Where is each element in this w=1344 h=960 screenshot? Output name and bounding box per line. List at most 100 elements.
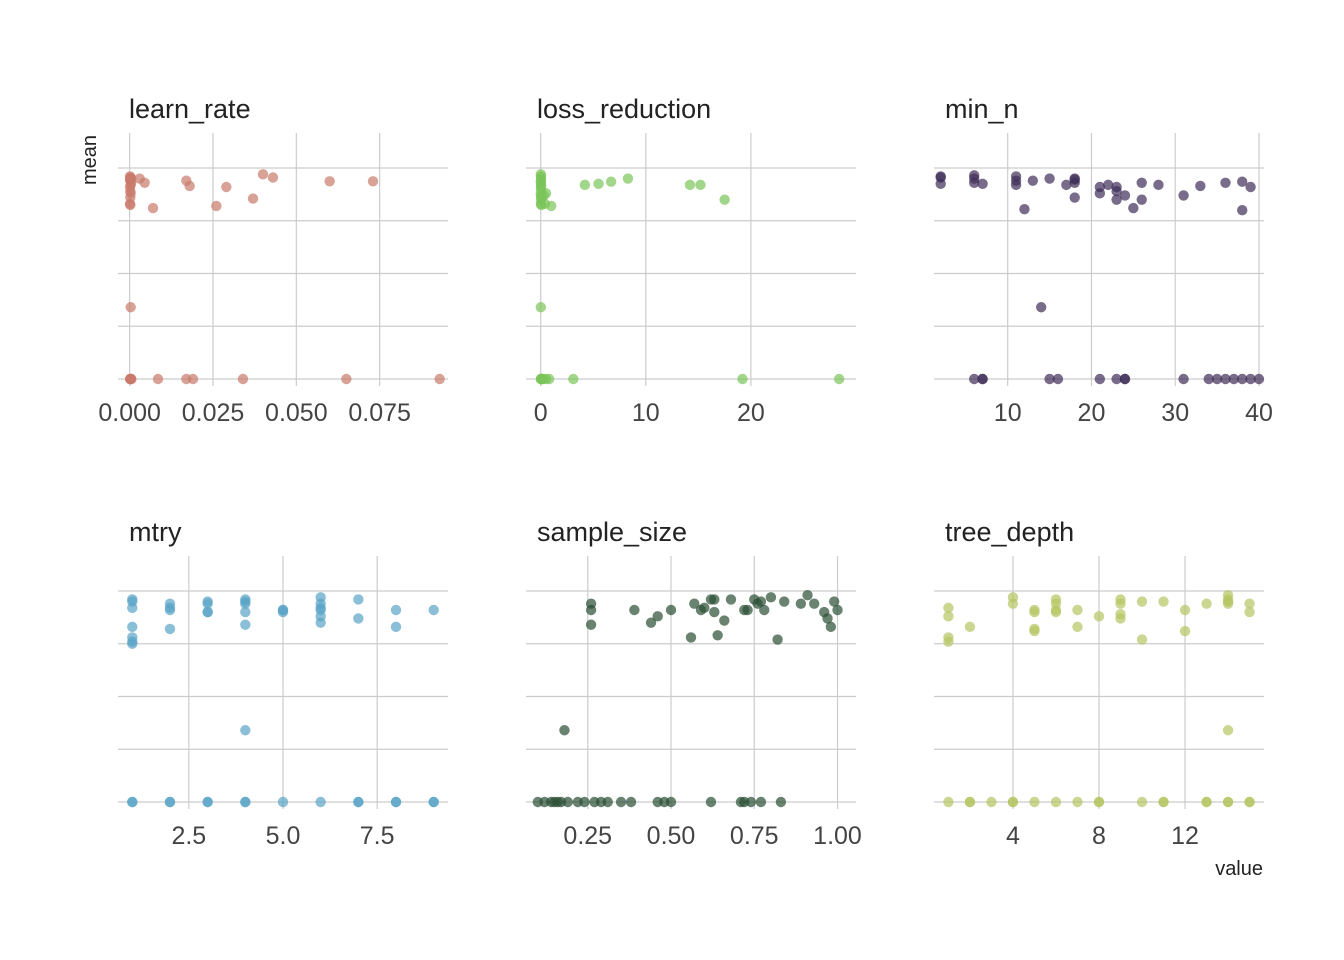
data-point [1007,598,1019,609]
data-point [187,373,199,385]
data-point [240,796,251,808]
data-point [1244,598,1255,609]
data-point [709,594,720,605]
data-point [1029,606,1040,618]
data-point [164,796,176,808]
data-point [1179,604,1191,616]
y-axis-label: mean [79,135,101,185]
data-point [1237,205,1248,216]
data-point [755,796,767,808]
x-tick-label: 12 [1171,822,1199,850]
data-point [755,596,767,607]
x-tick-label: 5.0 [266,822,301,850]
data-point [240,619,251,630]
panel-title: loss_reduction [537,94,711,124]
data-point [1069,192,1080,203]
data-point [164,623,176,635]
data-point [712,630,723,641]
x-tick-label: 40 [1245,399,1273,427]
data-point [315,796,326,808]
data-point [237,373,249,385]
data-point [969,373,980,385]
data-point [1158,796,1169,808]
data-point [127,796,138,808]
data-point [428,604,439,616]
data-point [1050,796,1062,808]
data-point [1111,194,1122,205]
data-point [1010,179,1022,191]
facet-panels: learn_rate 0.000 0.025 0.050 0.075 loss_reduc… [98,94,1272,850]
data-point [1128,202,1139,214]
data-point [579,796,590,808]
data-point [1179,625,1191,637]
data-point [964,796,976,808]
data-point [685,632,697,643]
data-point [126,373,137,385]
data-point [795,598,807,609]
data-point [341,373,352,385]
data-point [390,604,402,616]
data-point [390,796,402,808]
data-point [125,302,136,313]
data-point [1178,373,1189,385]
data-point [742,604,753,616]
data-point [1111,186,1122,197]
data-point [1093,796,1105,808]
data-point [825,621,837,633]
data-point [1019,203,1030,215]
data-point [809,598,820,609]
data-point [1203,373,1214,385]
panel-title: learn_rate [129,94,251,124]
data-point [1036,302,1047,313]
panel-title: sample_size [537,517,687,547]
data-point [745,796,757,808]
data-point [1222,796,1234,808]
data-point [828,596,840,607]
data-point [1119,373,1131,385]
data-point [832,604,843,616]
data-point [390,621,402,633]
x-tick-label: 10 [632,399,660,427]
data-point [1245,373,1256,385]
data-point [1220,373,1231,385]
data-point [986,796,997,808]
data-point [315,617,326,628]
data-point [833,373,845,385]
x-tick-label: 20 [1078,399,1106,427]
data-point [126,173,137,184]
data-point [1195,180,1206,192]
data-point [353,613,364,624]
data-point [240,725,251,736]
data-point [428,796,439,808]
data-point [1052,373,1064,385]
x-tick-label: 0.050 [265,399,328,427]
data-point [221,181,232,193]
x-tick-label: 20 [737,399,765,427]
data-point [535,302,547,313]
data-point [585,604,597,616]
data-point [593,178,604,190]
data-point [1201,598,1212,609]
data-point [202,796,213,808]
data-point [127,621,138,633]
data-point [1158,596,1169,607]
x-tick-label: 0.025 [182,399,245,427]
x-tick-label: 0.25 [563,822,612,850]
data-point [719,194,730,205]
x-tick-label: 4 [1006,822,1020,850]
panel-tree-depth: tree_depth 4 8 12 [934,517,1264,850]
data-point [737,373,748,385]
data-point [367,176,379,187]
data-point [543,373,555,385]
data-point [1094,373,1106,385]
data-point [562,796,573,808]
data-point [629,604,640,616]
data-point [585,619,597,630]
data-point [943,602,954,614]
data-point [1153,179,1164,191]
data-point [665,604,677,616]
data-point [1072,621,1083,633]
data-point [1178,190,1189,201]
data-point [1136,596,1148,607]
data-point [622,173,634,184]
